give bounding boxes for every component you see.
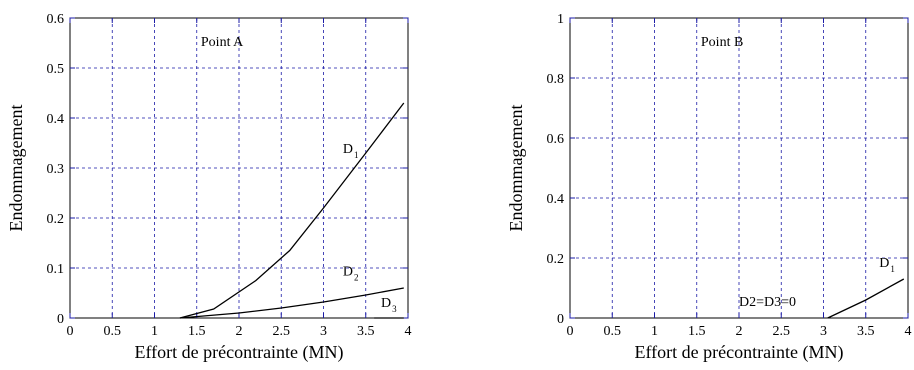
chart-b-ticks: 0 0.5 1 1.5 2 2.5 3 3.5 4 0 0.2 0.4 0.6 0.8 1 — [547, 12, 912, 339]
annotation-label: D2=D3=0 — [739, 295, 796, 310]
chart-b-title: Point B — [701, 35, 743, 50]
x-tick-label: 2 — [236, 324, 243, 339]
chart-point-b: 0 0.5 1 1.5 2 2.5 3 3.5 400.20.40.60.81 Point B … — [506, 12, 912, 363]
x-tick-label: 3 — [320, 324, 327, 339]
chart-b-x-axis-label: Effort de précontrainte (MN) — [634, 342, 843, 363]
x-tick-label: 1.5 — [688, 324, 706, 339]
x-tick-label: 3 — [820, 324, 827, 339]
x-tick-label: 3.5 — [357, 324, 375, 339]
chart-a-x-axis-label: Effort de précontrainte (MN) — [134, 342, 343, 363]
x-tick-label: 0 — [67, 324, 74, 339]
x-tick-label: 2.5 — [773, 324, 791, 339]
y-tick-label: 0.3 — [47, 162, 65, 177]
series-d1-line — [827, 278, 905, 319]
y-tick-label: 0.1 — [47, 262, 65, 277]
x-tick-label: 1 — [651, 324, 658, 339]
y-tick-label: 0.2 — [547, 252, 565, 267]
chart-b-grid — [570, 18, 908, 318]
annotation-label: D3 — [381, 296, 397, 314]
chart-a-ticks: 0 0.5 1 1.5 2 2.5 3 3.5 4 0 0.1 0.2 0.3 0.4 0.5 0.6 — [47, 12, 412, 339]
chart-a-title: Point A — [201, 35, 244, 50]
y-tick-label: 0.8 — [547, 72, 565, 87]
x-tick-label: 2.5 — [273, 324, 291, 339]
y-tick-label: 0.4 — [47, 112, 65, 127]
y-tick-label: 0.5 — [47, 62, 65, 77]
x-tick-label: 2 — [736, 324, 743, 339]
y-tick-label: 0.2 — [47, 212, 65, 227]
y-tick-label: 0 — [557, 312, 564, 327]
y-tick-label: 1 — [557, 12, 564, 27]
chart-a-series — [179, 102, 405, 319]
y-tick-label: 0.4 — [547, 192, 565, 207]
series-d1-line — [179, 102, 405, 319]
x-tick-label: 0 — [567, 324, 574, 339]
x-tick-label: 0.5 — [104, 324, 122, 339]
chart-b-annotations: D1 D2=D3=0 — [739, 256, 895, 310]
chart-b-y-axis-label: Endommagement — [506, 105, 526, 232]
x-tick-label: 1 — [151, 324, 158, 339]
chart-b-series — [827, 278, 905, 319]
chart-point-a: 0 0.5 1 1.5 2 2.5 3 3.5 4 0 0.1 0.2 0.3 0.4 0.5 0.6 Poi… — [6, 12, 412, 363]
x-tick-label: 4 — [405, 324, 412, 339]
x-tick-label: 3.5 — [857, 324, 875, 339]
series-d2-line — [179, 287, 404, 319]
y-tick-label: 0 — [57, 312, 64, 327]
chart-a-grid — [70, 18, 408, 318]
annotation-label: D1 — [343, 142, 359, 160]
y-tick-label: 0.6 — [547, 132, 565, 147]
annotation-label: D1 — [879, 256, 895, 274]
y-tick-label: 0.6 — [47, 12, 65, 27]
x-tick-label: 0.5 — [604, 324, 622, 339]
x-tick-label: 4 — [905, 324, 912, 339]
chart-a-y-axis-label: Endommagement — [6, 105, 26, 232]
annotation-label: D2 — [343, 265, 359, 283]
x-tick-label: 1.5 — [188, 324, 206, 339]
